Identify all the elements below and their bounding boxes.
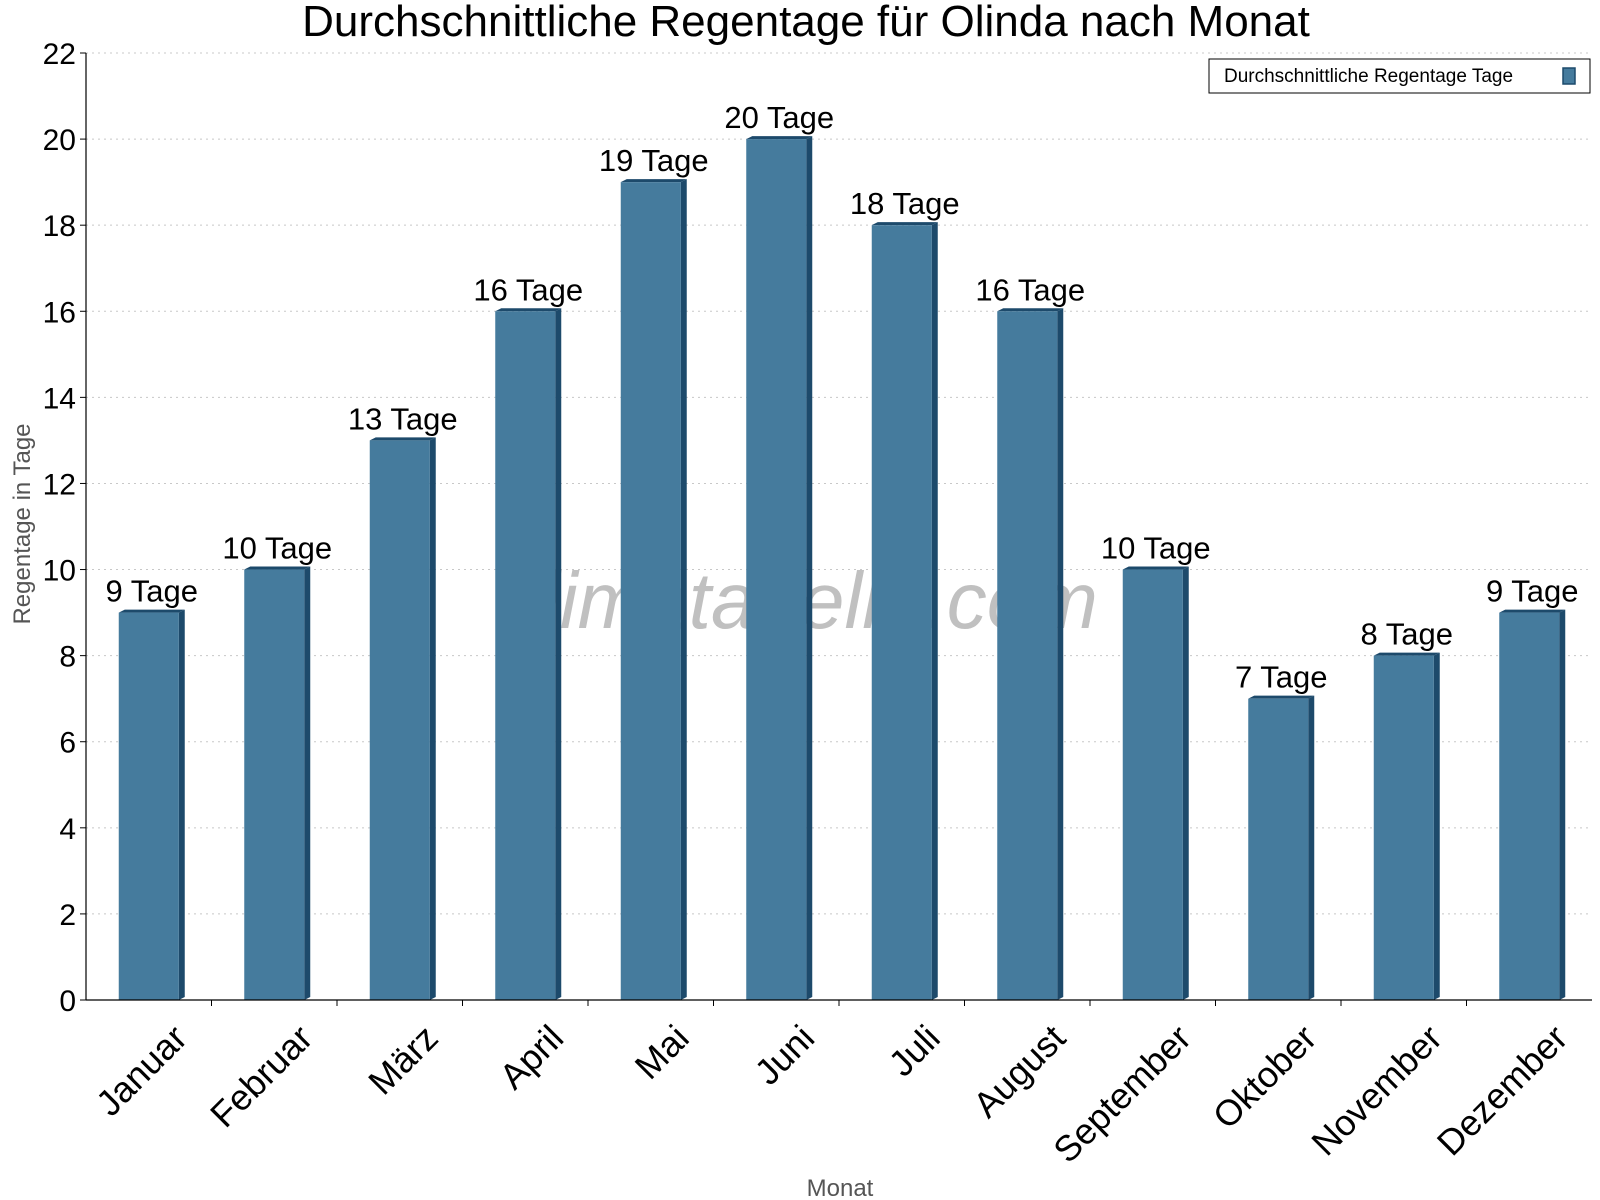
grid-lines — [86, 52, 1592, 915]
bar-top — [620, 179, 687, 183]
bar-side — [931, 222, 938, 1000]
bar-top — [746, 136, 813, 140]
legend-entry-label: Durchschnittliche Regentage Tage — [1224, 66, 1513, 87]
data-label: 19 Tage — [599, 143, 709, 178]
data-label: 20 Tage — [724, 100, 834, 135]
x-tick-label: Juli — [881, 1017, 948, 1084]
bars — [118, 136, 1566, 1001]
bar-top — [1373, 652, 1440, 656]
y-tick-label: 20 — [43, 124, 76, 157]
bar-top — [244, 566, 311, 570]
bar-11 — [1373, 652, 1440, 1000]
chart-title: Durchschnittliche Regentage für Olinda n… — [302, 0, 1310, 46]
bar-5 — [620, 179, 687, 1001]
bar-top — [871, 222, 938, 226]
bar-side — [1559, 609, 1566, 1000]
y-tick-label: 12 — [43, 468, 76, 501]
bar-front — [118, 612, 179, 1000]
bar-top — [495, 308, 562, 312]
bar-side — [680, 179, 687, 1001]
bar-front — [369, 440, 430, 1001]
x-tick-label: April — [491, 1017, 571, 1097]
bar-front — [871, 225, 932, 1000]
bar-7 — [871, 222, 938, 1000]
x-tick-labels: Januar Februar März April Mai Juni Juli AugustS… — [88, 1017, 1575, 1171]
data-label: 9 Tage — [105, 574, 198, 609]
bar-side — [555, 308, 562, 1001]
bar-4 — [495, 308, 562, 1001]
x-tick-label: Dezember — [1429, 1017, 1575, 1163]
bar-top — [997, 308, 1064, 312]
data-labels: 9 Tage 10 Tage 13 Tage 16 Tage 19 Tage 20 Tag… — [105, 100, 1578, 695]
bar-10 — [1248, 695, 1315, 1000]
bar-3 — [369, 437, 436, 1001]
data-label: 10 Tage — [1101, 531, 1211, 566]
x-tick-label: Februar — [202, 1017, 320, 1135]
bar-12 — [1499, 609, 1566, 1000]
bar-front — [997, 311, 1058, 1001]
data-label: 9 Tage — [1486, 574, 1579, 609]
y-tick-label: 22 — [43, 38, 76, 71]
x-axis-label: Monat — [807, 1175, 874, 1200]
x-tick-label: August — [965, 1017, 1073, 1125]
x-tick-label: Juni — [747, 1017, 823, 1093]
data-label: 16 Tage — [975, 272, 1085, 307]
bar-front — [1248, 698, 1309, 1000]
y-tick-label: 18 — [43, 210, 76, 243]
y-axis-label: Regentage in Tage — [9, 423, 36, 624]
y-tick-label: 4 — [59, 813, 76, 846]
data-label: 18 Tage — [850, 186, 960, 221]
y-tick-label: 10 — [43, 555, 76, 588]
data-label: 13 Tage — [348, 401, 458, 436]
data-label: 10 Tage — [222, 531, 332, 566]
y-tick-label: 14 — [43, 382, 76, 415]
bar-top — [1499, 609, 1566, 613]
bar-2 — [244, 566, 311, 1000]
bar-side — [178, 609, 185, 1000]
legend-swatch — [1562, 67, 1576, 85]
bar-front — [1122, 569, 1183, 1000]
x-tick-label: November — [1303, 1017, 1449, 1163]
data-label: 8 Tage — [1360, 617, 1453, 652]
bar-side — [806, 136, 813, 1000]
bar-top — [1248, 695, 1315, 699]
bar-side — [1308, 695, 1315, 1000]
bar-8 — [997, 308, 1064, 1001]
bar-front — [244, 569, 305, 1000]
legend: Durchschnittliche Regentage Tage — [1208, 58, 1591, 94]
data-label: 16 Tage — [473, 272, 583, 307]
y-tick-label: 6 — [59, 727, 76, 760]
bar-9 — [1122, 566, 1189, 1000]
bar-side — [1433, 652, 1440, 1000]
y-tick-label: 16 — [43, 296, 76, 329]
bar-front — [495, 311, 556, 1001]
x-tick-label: September — [1045, 1017, 1199, 1171]
bar-front — [620, 182, 681, 1001]
bar-front — [1499, 612, 1560, 1000]
bar-6 — [746, 136, 813, 1000]
x-tick-label: Oktober — [1205, 1017, 1325, 1137]
bar-side — [1182, 566, 1189, 1000]
bar-side — [429, 437, 436, 1001]
bar-top — [1122, 566, 1189, 570]
bar-side — [1057, 308, 1064, 1001]
y-tick-label: 2 — [59, 899, 76, 932]
x-tick-label: Mai — [627, 1017, 697, 1087]
bar-front — [746, 139, 807, 1000]
bar-1 — [118, 609, 185, 1000]
x-tick-label: Januar — [88, 1017, 195, 1124]
bar-top — [369, 437, 436, 441]
data-label: 7 Tage — [1235, 660, 1328, 695]
axes — [80, 52, 1592, 1006]
bar-top — [118, 609, 185, 613]
x-tick-label: März — [360, 1017, 446, 1103]
bar-front — [1373, 655, 1434, 1000]
bar-side — [304, 566, 311, 1000]
y-tick-labels: 0 2 4 6 8 10 12 14 16 18 20 22 — [43, 38, 76, 1018]
legend-box — [1208, 58, 1591, 94]
y-tick-label: 0 — [59, 985, 76, 1018]
y-tick-label: 8 — [59, 641, 76, 674]
